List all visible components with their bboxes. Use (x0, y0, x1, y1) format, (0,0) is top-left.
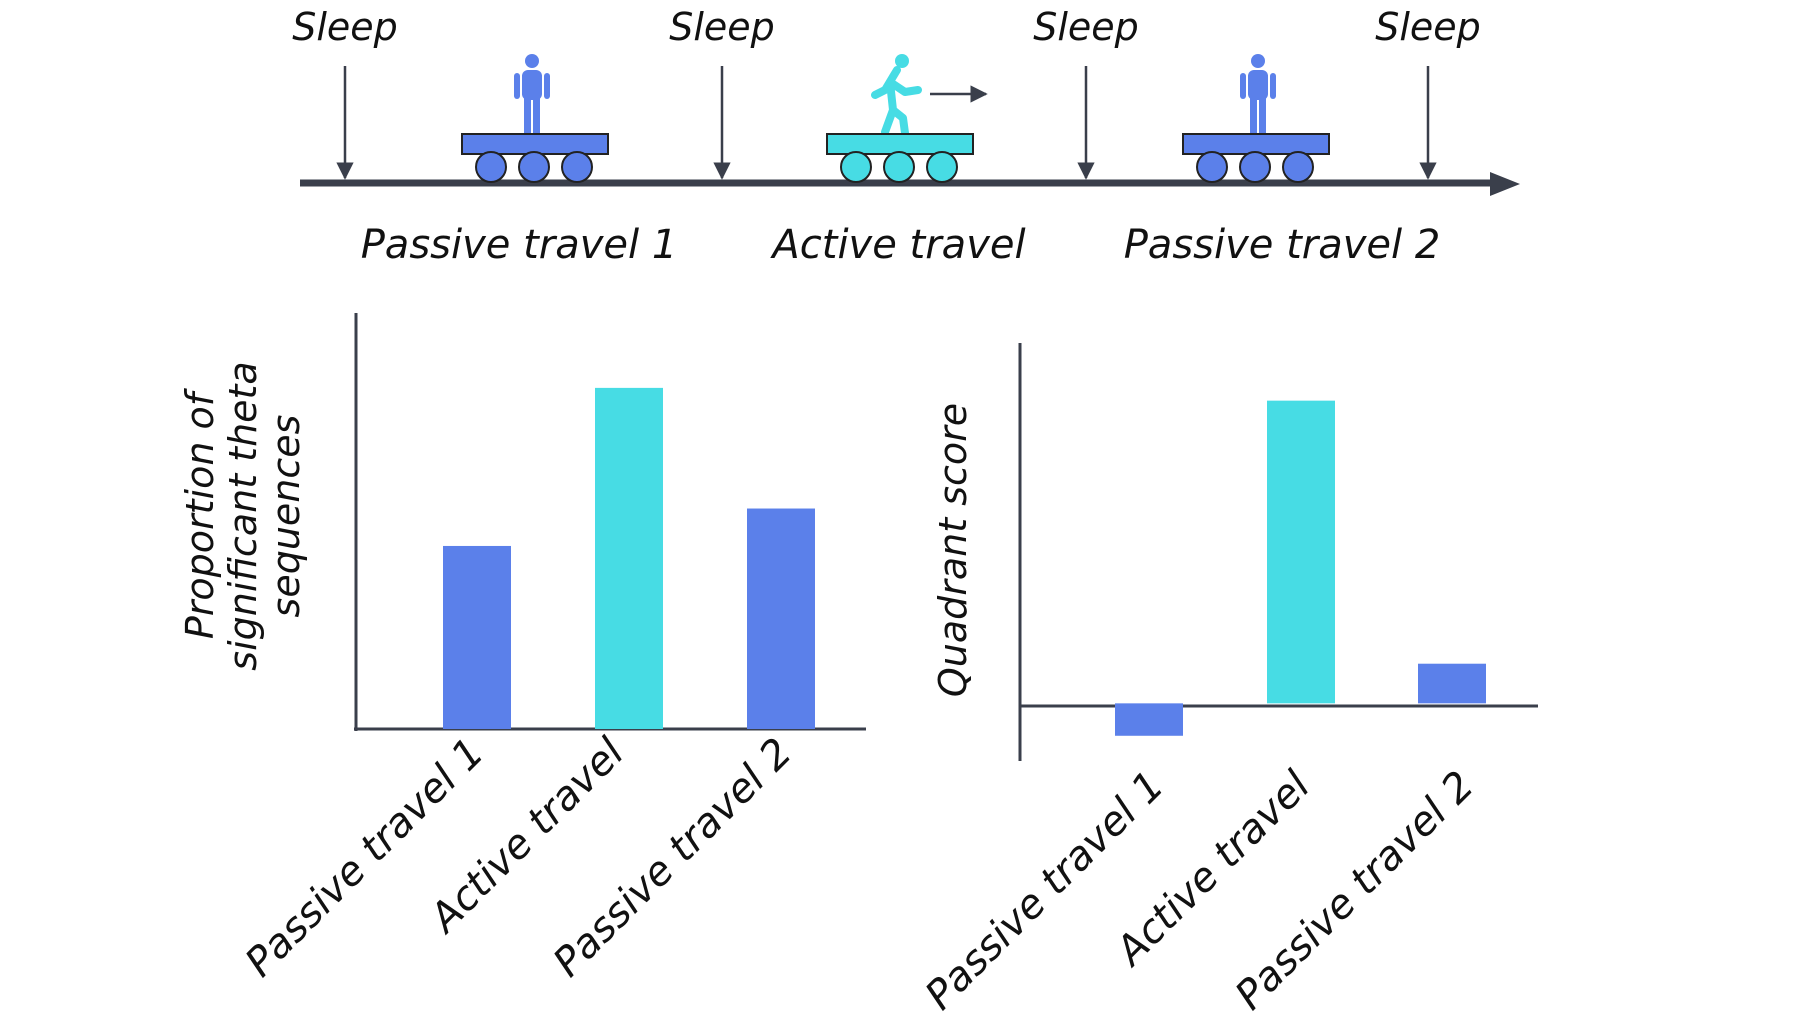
bar-passive-travel-2 (747, 508, 815, 729)
chart1-y-axis-label: Proportion of significant theta sequences (178, 361, 308, 670)
theta-sequence-chart: Proportion of significant theta sequences … (178, 313, 866, 986)
experiment-timeline: Sleep Sleep Sleep Sleep (292, 5, 1520, 268)
phase-label-passive-1: Passive travel 1 (361, 222, 678, 268)
chart2-y-axis-label: Quadrant score (931, 403, 975, 697)
phase-label-active: Active travel (769, 222, 1025, 268)
sleep-label: Sleep (292, 5, 398, 49)
sleep-label: Sleep (669, 5, 775, 49)
y-axis-label-line: Proportion of (178, 387, 222, 639)
bar-passive-travel-2 (1418, 663, 1486, 704)
sleep-label: Sleep (1033, 5, 1139, 49)
bar-passive-travel-1 (1115, 703, 1183, 736)
sleep-marker-2: Sleep (669, 5, 775, 180)
bar-passive-travel-1 (443, 545, 511, 729)
phase-label-passive-2: Passive travel 2 (1124, 222, 1441, 268)
active-cart-icon (826, 54, 988, 183)
passive-cart-2-icon (1182, 54, 1330, 183)
y-axis-label-line: sequences (264, 415, 308, 618)
y-axis-label-line: significant theta (221, 361, 265, 670)
bar-active-travel (1267, 400, 1335, 704)
passive-cart-1-icon (461, 54, 609, 183)
sleep-marker-4: Sleep (1375, 5, 1481, 180)
sleep-label: Sleep (1375, 5, 1481, 49)
timeline-arrowhead-icon (1490, 172, 1520, 196)
bar-active-travel (595, 387, 663, 729)
sleep-marker-1: Sleep (292, 5, 398, 180)
y-axis-label-line: Quadrant score (931, 403, 975, 697)
x-tick-label: Passive travel 1 (237, 730, 493, 986)
x-tick-label: Passive travel 1 (917, 763, 1173, 1013)
sleep-marker-3: Sleep (1033, 5, 1139, 180)
